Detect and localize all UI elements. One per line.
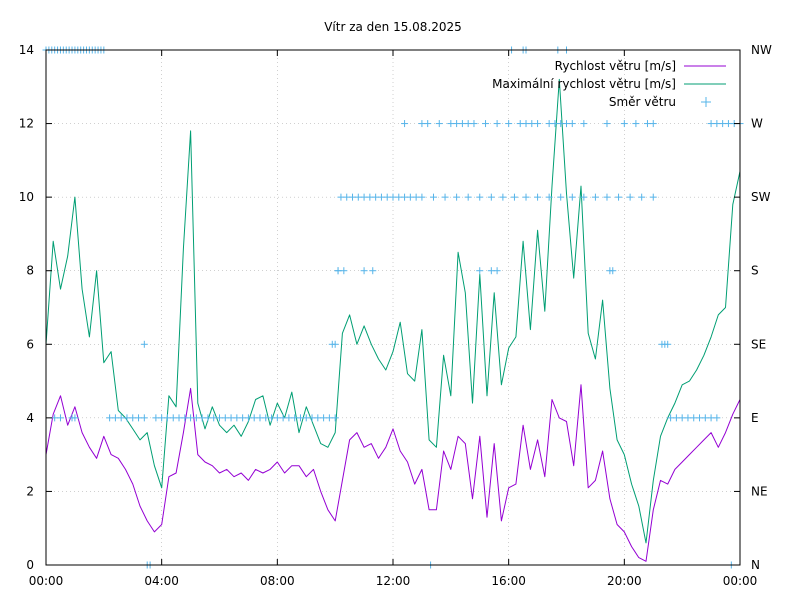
x-tick-label: 00:00 [723,574,758,588]
y2-tick-label: SE [751,337,766,351]
direction-point [591,193,599,201]
y2-tick-label: W [751,117,763,131]
y-tick-label: 0 [26,558,34,572]
direction-point [580,193,588,201]
direction-point [505,120,513,128]
x-tick-label: 04:00 [144,574,179,588]
direction-point [534,193,542,201]
direction-point [453,193,461,201]
legend: Rychlost větru [m/s] Maximální rychlost … [492,59,726,109]
direction-point [664,340,672,348]
direction-point [713,414,721,422]
x-tick-label: 08:00 [260,574,295,588]
direction-point [534,120,542,128]
legend-label-max-speed: Maximální rychlost větru [m/s] [492,77,676,91]
direction-point [487,193,495,201]
direction-point [609,267,617,275]
direction-point [401,120,409,128]
y-tick-label: 8 [26,264,34,278]
direction-point [464,193,472,201]
direction-point [424,120,432,128]
y2-tick-label: NW [751,43,772,57]
y-tick-label: 6 [26,337,34,351]
x-tick-label: 16:00 [491,574,526,588]
series-line-1 [45,78,741,544]
direction-point [369,267,377,275]
direction-point [429,193,437,201]
series-0 [45,384,741,562]
direction-point [632,120,640,128]
direction-point [638,193,646,201]
series-1 [45,78,741,544]
legend-swatch-direction [701,97,711,107]
direction-point [56,414,64,422]
direction-point [510,193,518,201]
y2-tick-label: NE [751,484,768,498]
direction-point [626,193,634,201]
chart-title: Vítr za den 15.08.2025 [324,20,462,34]
direction-point [568,193,576,201]
tick-labels: 0 2 4 6 8 10 12 14 00:00 04:00 08:00 12:00 16:00 20:0… [19,43,772,588]
direction-point [418,193,426,201]
direction-point [557,193,565,201]
direction-point [620,120,628,128]
direction-point [71,414,79,422]
direction-point [476,267,484,275]
x-tick-label: 00:00 [29,574,64,588]
direction-point [499,193,507,201]
direction-point [331,340,339,348]
direction-point [649,193,657,201]
direction-point [441,193,449,201]
y2-tick-label: N [751,558,760,572]
series-line-0 [45,384,741,562]
y-tick-label: 2 [26,484,34,498]
y-tick-label: 12 [19,117,34,131]
direction-point [580,120,588,128]
direction-point [482,120,490,128]
direction-point [331,414,339,422]
x-tick-label: 12:00 [376,574,411,588]
direction-point [470,120,478,128]
direction-point [649,120,657,128]
y2-tick-label: SW [751,190,771,204]
direction-point [522,193,530,201]
direction-point [603,193,611,201]
direction-point [545,193,553,201]
y2-tick-label: S [751,264,759,278]
plot-frame [45,49,741,566]
y-tick-label: 4 [26,411,34,425]
direction-point [340,267,348,275]
direction-point [568,120,576,128]
x-tick-label: 20:00 [607,574,642,588]
legend-label-speed: Rychlost větru [m/s] [555,59,676,73]
grid [45,49,741,566]
y-tick-label: 10 [19,190,34,204]
direction-point [615,193,623,201]
legend-label-direction: Směr větru [609,95,676,109]
direction-point [493,267,501,275]
direction-point [140,414,148,422]
direction-point [493,120,501,128]
direction-point [603,120,611,128]
direction-point [360,267,368,275]
direction-point [140,340,148,348]
direction-point [476,193,484,201]
y2-tick-label: E [751,411,759,425]
tick-marks [45,49,741,566]
direction-point [435,120,443,128]
y-tick-label: 14 [19,43,34,57]
